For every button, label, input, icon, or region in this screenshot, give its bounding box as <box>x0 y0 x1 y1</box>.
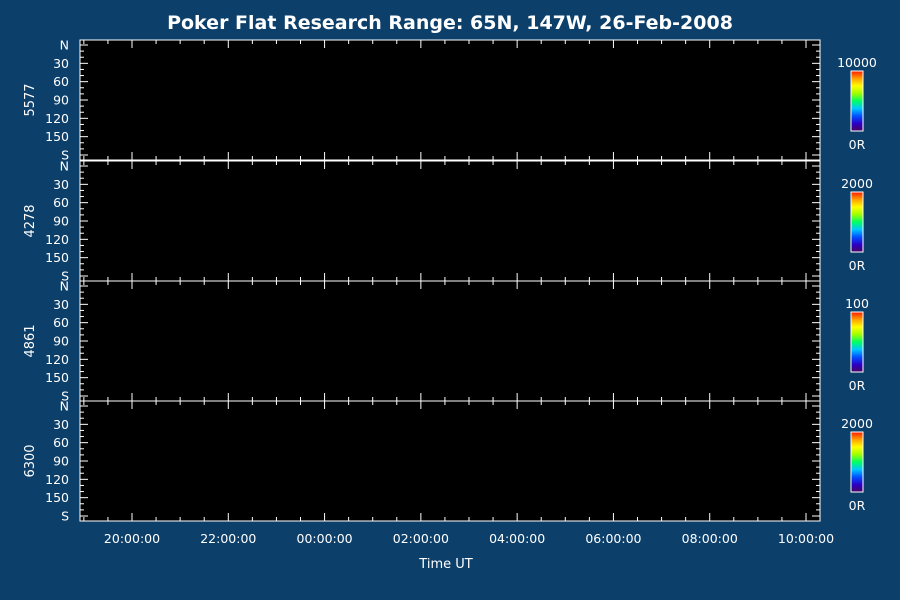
x-tick-label: 04:00:00 <box>489 531 545 546</box>
y-tick-label: 60 <box>53 315 69 330</box>
y-tick-label: 150 <box>45 250 69 265</box>
y-tick-label: 150 <box>45 490 69 505</box>
panel-ylabel: 6300 <box>23 444 38 477</box>
x-tick-label: 02:00:00 <box>393 531 449 546</box>
y-tick-label: N <box>60 399 69 414</box>
y-tick-label: S <box>61 509 69 524</box>
y-tick-label: 30 <box>53 56 69 71</box>
colorbar <box>851 192 863 252</box>
panel-plot-area <box>80 401 820 521</box>
colorbar-frame <box>850 191 864 253</box>
panel-5577: N 30 60 90 120 150 S 5577 10000 0R <box>23 38 877 163</box>
y-tick-label: S <box>61 148 69 163</box>
panel-6300: N 30 60 90 120 150 S 6300 2000 0R <box>23 399 873 524</box>
panel-plot-area <box>80 281 820 401</box>
colorbar-max-label: 2000 <box>841 176 873 191</box>
y-tick-label: 30 <box>53 417 69 432</box>
panel-plot-area <box>80 40 820 160</box>
colorbar-min-label: 0R <box>849 378 866 393</box>
colorbar-max-label: 100 <box>845 296 869 311</box>
y-tick-label: 60 <box>53 74 69 89</box>
colorbar-max-label: 10000 <box>837 55 877 70</box>
y-tick-label: 120 <box>45 232 69 247</box>
x-axis: 20:00:00 22:00:00 00:00:00 02:00:00 04:00:00… <box>83 40 834 546</box>
colorbar-min-label: 0R <box>849 258 866 273</box>
panel-ylabel: 4278 <box>23 204 38 237</box>
colorbar-min-label: 0R <box>849 498 866 513</box>
x-tick-label: 10:00:00 <box>778 531 834 546</box>
panels-group: N 30 60 90 120 150 S 5577 10000 0R N 30 60 90 120 150 S 4… <box>23 38 877 524</box>
x-tick-label: 00:00:00 <box>297 531 353 546</box>
y-tick-label: 150 <box>45 370 69 385</box>
x-tick-label: 22:00:00 <box>200 531 256 546</box>
y-tick-label: 30 <box>53 177 69 192</box>
x-axis-label: Time UT <box>418 557 472 572</box>
y-tick-label: 60 <box>53 435 69 450</box>
y-tick-label: 90 <box>53 454 69 469</box>
y-tick-label: 120 <box>45 472 69 487</box>
y-tick-label: N <box>60 38 69 53</box>
y-tick-label: N <box>60 159 69 174</box>
panel-4861: N 30 60 90 120 150 S 4861 100 0R <box>23 279 869 404</box>
colorbar-max-label: 2000 <box>841 416 873 431</box>
colorbar-frame <box>850 70 864 132</box>
panel-plot-area <box>80 161 820 281</box>
y-tick-label: 30 <box>53 297 69 312</box>
colorbar <box>851 432 863 492</box>
y-tick-label: 90 <box>53 93 69 108</box>
colorbar <box>851 71 863 131</box>
y-tick-label: N <box>60 279 69 294</box>
panel-ylabel: 4861 <box>23 324 38 357</box>
x-tick-label: 06:00:00 <box>585 531 641 546</box>
x-tick-label: 20:00:00 <box>104 531 160 546</box>
colorbar-frame <box>850 431 864 493</box>
y-tick-label: 60 <box>53 195 69 210</box>
chart-title: Poker Flat Research Range: 65N, 147W, 26… <box>167 12 733 34</box>
colorbar-frame <box>850 311 864 373</box>
y-tick-label: 90 <box>53 334 69 349</box>
y-tick-label: 150 <box>45 129 69 144</box>
panel-ylabel: 5577 <box>23 83 38 116</box>
panel-4278: N 30 60 90 120 150 S 4278 2000 0R <box>23 159 873 284</box>
y-tick-label: S <box>61 269 69 284</box>
y-tick-label: 120 <box>45 352 69 367</box>
y-tick-label: 90 <box>53 214 69 229</box>
x-tick-label: 08:00:00 <box>682 531 738 546</box>
y-tick-label: 120 <box>45 111 69 126</box>
colorbar <box>851 312 863 372</box>
colorbar-min-label: 0R <box>849 137 866 152</box>
y-tick-label: S <box>61 389 69 404</box>
